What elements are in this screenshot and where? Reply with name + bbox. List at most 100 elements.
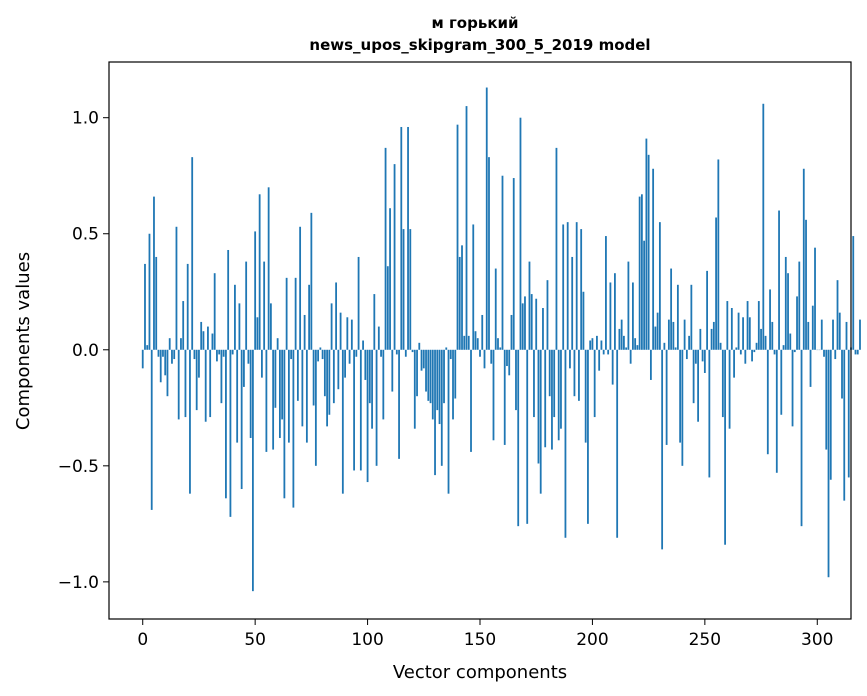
bar-102	[371, 349, 373, 429]
bar-318	[856, 349, 859, 355]
bar-156	[492, 349, 495, 441]
bar-291	[796, 296, 798, 350]
bar-168	[519, 117, 522, 350]
bar-241	[683, 319, 686, 350]
bar-153	[485, 87, 488, 350]
bar-234	[667, 319, 670, 350]
bar-93	[350, 319, 353, 350]
bar-6	[155, 256, 158, 350]
bar-78	[317, 349, 320, 362]
bar-222	[640, 194, 643, 350]
bar-293	[800, 349, 803, 527]
bar-186	[560, 349, 562, 429]
bar-105	[377, 326, 380, 350]
bar-205	[602, 349, 605, 355]
bar-249	[701, 349, 704, 362]
bar-91	[346, 317, 349, 350]
x-axis-label: Vector components	[393, 662, 567, 683]
bar-310	[838, 312, 841, 350]
bar-139	[454, 349, 457, 399]
bar-10	[164, 349, 167, 376]
bar-314	[847, 349, 850, 478]
bar-235	[670, 268, 673, 350]
bar-15	[175, 226, 178, 350]
bar-117	[404, 349, 407, 357]
bar-217	[629, 349, 632, 364]
bar-48	[249, 349, 252, 438]
x-tick-label-5: 250	[689, 630, 721, 650]
bar-132	[438, 349, 441, 425]
bar-152	[483, 349, 486, 369]
bar-246	[694, 349, 697, 364]
bar-125	[422, 349, 425, 369]
x-tick-label-1: 50	[244, 630, 266, 650]
bar-313	[845, 321, 848, 350]
bar-62	[281, 349, 284, 420]
bar-112	[393, 164, 396, 350]
bar-230	[658, 222, 661, 350]
bar-79	[319, 347, 322, 350]
bar-218	[632, 282, 634, 350]
bar-140	[456, 124, 459, 350]
bar-253	[710, 328, 713, 350]
bar-32	[213, 273, 216, 350]
bar-88	[339, 312, 342, 350]
bar-203	[598, 349, 601, 371]
bar-296	[807, 321, 810, 350]
bar-237	[674, 347, 677, 350]
bar-180	[546, 280, 549, 350]
bar-231	[661, 349, 664, 550]
bar-208	[609, 282, 612, 350]
bar-155	[490, 349, 493, 364]
bar-128	[429, 349, 432, 404]
bar-65	[287, 349, 290, 443]
bar-100	[366, 349, 369, 483]
bar-289	[791, 349, 794, 427]
bar-209	[611, 349, 614, 385]
bar-94	[353, 349, 355, 471]
bar-16	[177, 349, 180, 420]
bar-188	[564, 349, 567, 538]
bar-135	[445, 347, 448, 350]
bar-215	[625, 347, 628, 350]
bar-142	[461, 245, 463, 350]
bar-20	[186, 263, 189, 350]
bar-263	[733, 349, 735, 378]
bar-136	[447, 349, 450, 494]
bar-74	[308, 284, 311, 350]
bar-50	[254, 231, 257, 350]
bar-227	[652, 168, 655, 350]
bar-221	[638, 196, 641, 350]
bar-52	[258, 194, 261, 350]
bar-298	[811, 305, 814, 350]
bar-287	[787, 273, 789, 350]
y-tick-label-4: 1.0	[72, 109, 99, 129]
bar-118	[407, 126, 409, 350]
bar-181	[548, 349, 551, 397]
bar-43	[238, 303, 241, 350]
bar-51	[256, 317, 259, 350]
bar-28	[204, 349, 207, 422]
bar-34	[218, 349, 221, 355]
y-tick-label-1: −0.5	[58, 457, 99, 477]
bar-299	[814, 247, 816, 350]
bar-90	[344, 349, 346, 378]
bar-138	[452, 349, 454, 420]
bar-53	[261, 349, 263, 378]
bar-61	[278, 349, 281, 438]
bar-267	[742, 317, 744, 350]
bar-204	[600, 340, 603, 350]
bar-199	[589, 340, 592, 350]
bar-157	[494, 268, 497, 350]
bar-2	[146, 345, 149, 350]
bar-170	[524, 296, 526, 350]
bar-284	[780, 349, 783, 415]
bar-247	[697, 349, 699, 422]
bar-191	[571, 256, 574, 350]
bar-81	[323, 349, 326, 397]
bar-114	[398, 349, 400, 459]
chart-title-line2: news_upos_skipgram_300_5_2019 model	[309, 36, 650, 54]
bar-169	[521, 303, 524, 350]
chart-title-line1: м горький	[431, 14, 518, 32]
